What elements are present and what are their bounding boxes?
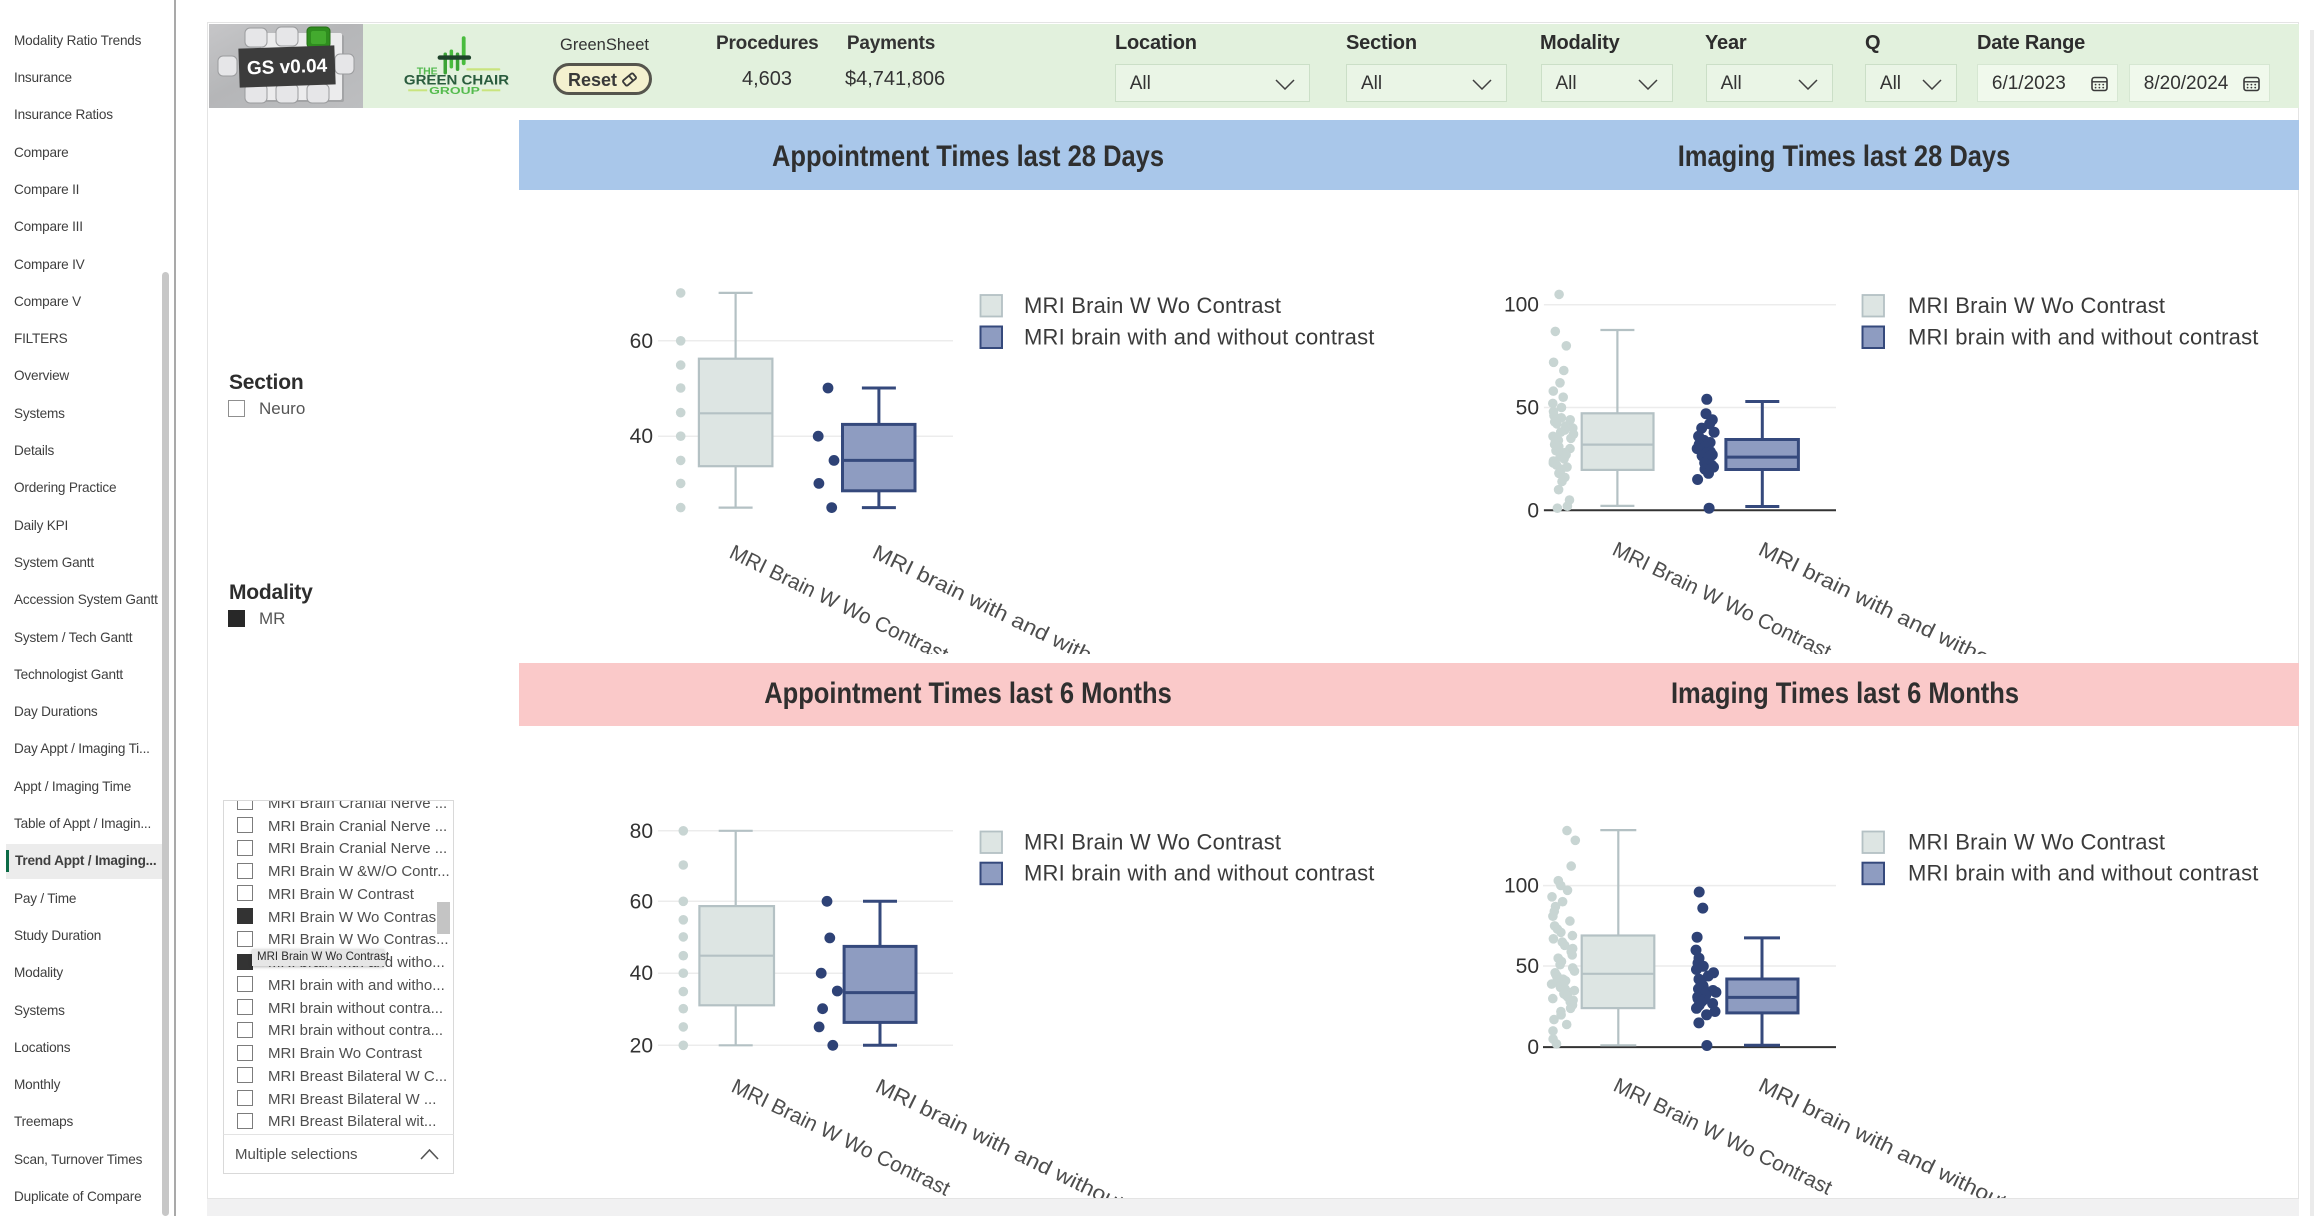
svg-text:MRI Brain W Wo Contrast: MRI Brain W Wo Contrast — [1024, 830, 1281, 855]
svg-text:MRI Brain W Wo Contrast: MRI Brain W Wo Contrast — [1024, 293, 1281, 318]
svg-text:60: 60 — [630, 890, 653, 913]
svg-text:GROUP: GROUP — [429, 85, 480, 97]
svg-text:100: 100 — [1504, 294, 1539, 317]
svg-text:MRI Brain W Wo Contrast: MRI Brain W Wo Contrast — [1908, 830, 2165, 855]
svg-text:50: 50 — [1516, 955, 1539, 978]
svg-text:100: 100 — [1504, 875, 1539, 898]
svg-text:GREEN CHAIR: GREEN CHAIR — [404, 73, 509, 88]
svg-text:MRI brain with and without con: MRI brain with and without contrast — [1024, 325, 1375, 350]
svg-text:50: 50 — [1516, 397, 1539, 420]
svg-text:MRI brain with and without con: MRI brain with and without contrast — [1024, 861, 1375, 886]
svg-text:80: 80 — [630, 820, 653, 843]
svg-text:20: 20 — [630, 1034, 653, 1057]
svg-text:MRI Brain W Wo Contrast: MRI Brain W Wo Contrast — [1908, 293, 2165, 318]
svg-text:THE: THE — [417, 65, 438, 77]
svg-text:MRI brain with and without con: MRI brain with and without contrast — [1755, 538, 2091, 717]
svg-text:MRI brain with and without con: MRI brain with and without contrast — [1908, 861, 2259, 886]
svg-text:GS v0.04: GS v0.04 — [247, 56, 328, 80]
svg-text:0: 0 — [1527, 1036, 1539, 1059]
svg-text:40: 40 — [630, 425, 653, 448]
svg-text:0: 0 — [1527, 499, 1539, 522]
svg-text:MRI brain with and without con: MRI brain with and without contrast — [1755, 1074, 2091, 1216]
svg-text:60: 60 — [630, 330, 653, 353]
svg-text:40: 40 — [630, 962, 653, 985]
svg-text:MRI brain with and without con: MRI brain with and without contrast — [1908, 325, 2259, 350]
svg-text:MRI brain with and without con: MRI brain with and without contrast — [872, 1075, 1208, 1216]
